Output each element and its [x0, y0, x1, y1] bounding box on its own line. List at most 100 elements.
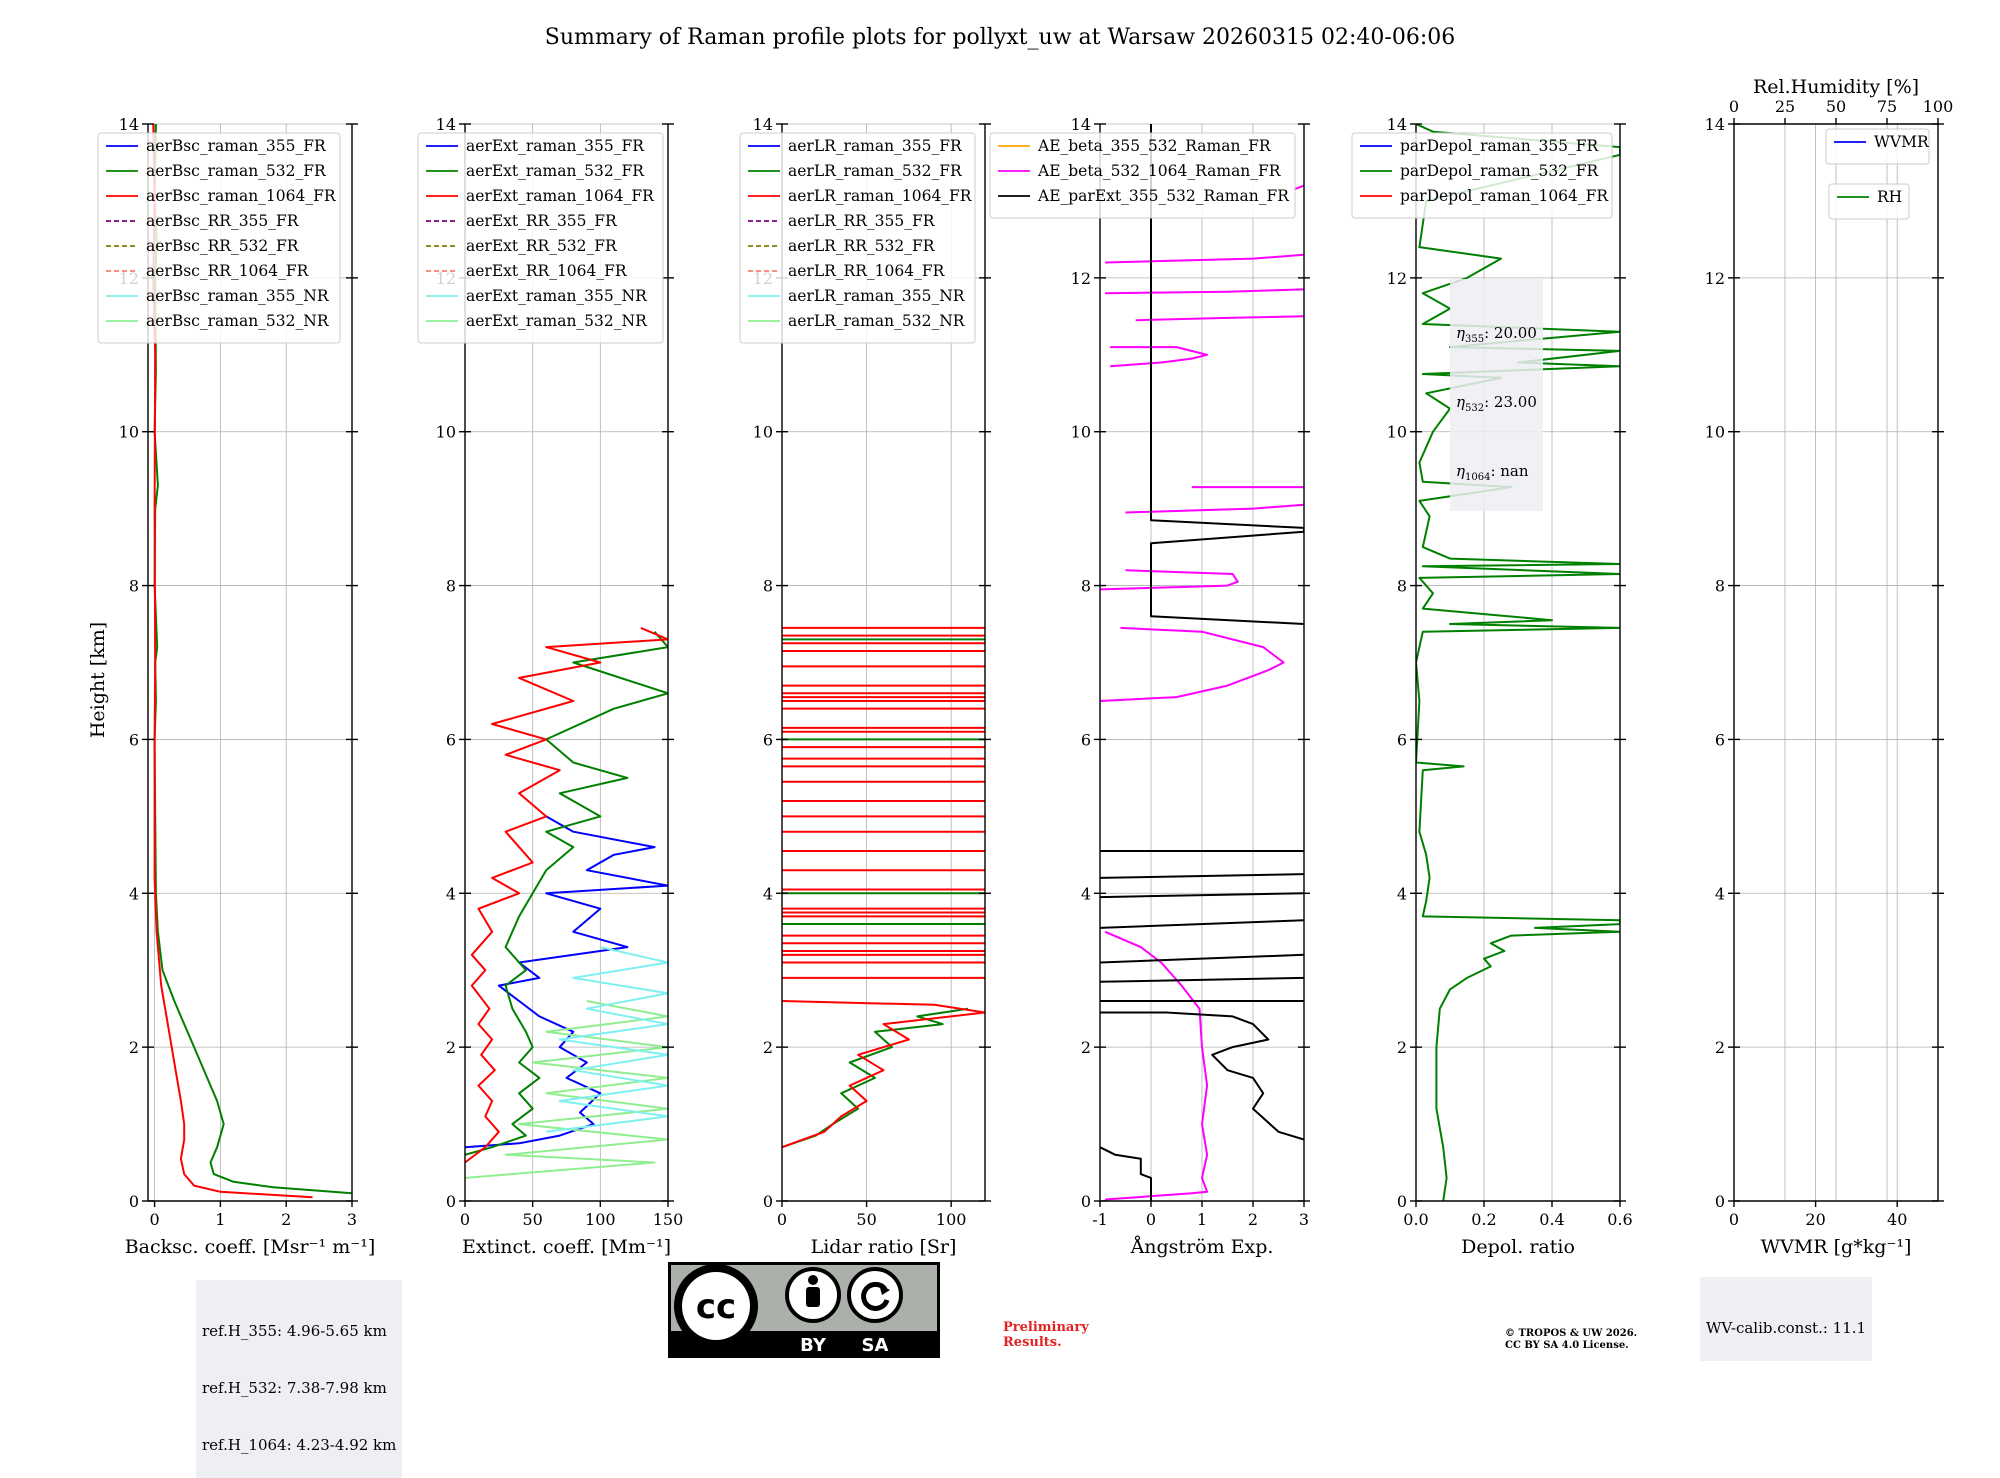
- ytick-label: 0: [1715, 1192, 1725, 1211]
- legend-label: RH: [1877, 188, 1902, 206]
- ytick-label: 6: [763, 730, 773, 749]
- legend-wvmr-frame: [1825, 128, 1930, 165]
- ref-heights-box: ref.H_355: 4.96-5.65 km ref.H_532: 7.38-…: [196, 1280, 403, 1478]
- legend-label: AE_beta_355_532_Raman_FR: [1037, 137, 1272, 155]
- legend-depol-frame: [1351, 132, 1613, 219]
- ytick-label: 0: [129, 1192, 139, 1211]
- legend-label: aerBsc_raman_532_NR: [146, 312, 330, 330]
- eta-355: η355: 20.00: [1456, 324, 1537, 345]
- legend-bsc-frame: [97, 132, 341, 344]
- ytick-label: 4: [446, 884, 456, 903]
- xtick-label: 2: [281, 1210, 291, 1229]
- legend-label: AE_parExt_355_532_Raman_FR: [1037, 187, 1290, 205]
- series-AE_beta_532_1064_Raman_FR_f: [1110, 346, 1209, 368]
- sa-arrow: [879, 1284, 890, 1295]
- ytick-label: 0: [1081, 1192, 1091, 1211]
- xtick-top-label: 0: [1729, 97, 1739, 116]
- copyright-note: © TROPOS & UW 2026. CC BY SA 4.0 License…: [1505, 1328, 1638, 1351]
- legend-label: aerExt_RR_1064_FR: [466, 262, 628, 280]
- sa-arc: [861, 1281, 890, 1311]
- cc-text: cc: [696, 1287, 736, 1327]
- series-AE_parExt_355_532_Raman_FR_b: [1100, 1011, 1304, 1141]
- ytick-label: 2: [446, 1038, 456, 1057]
- data-bsc: [152, 124, 352, 1199]
- xtick-top-label: 75: [1877, 97, 1897, 116]
- by-text: BY: [800, 1335, 827, 1356]
- legend-label: aerLR_RR_355_FR: [788, 212, 936, 230]
- legend-lr: aerLR_raman_355_FR aerLR_raman_532_FR aerL…: [739, 132, 976, 344]
- xlabel-bsc: Backsc. coeff. [Msr⁻¹ m⁻¹]: [125, 1236, 376, 1258]
- ytick-label: 12: [1705, 269, 1725, 288]
- ytick-label: 10: [1705, 423, 1725, 442]
- y-axis-label: Height [km]: [87, 622, 109, 738]
- legend-ae: AE_beta_355_532_Raman_FR AE_beta_532_1064…: [989, 132, 1296, 219]
- wv-calib-box: WV-calib.const.: 11.1: [1700, 1277, 1873, 1361]
- ytick-label: 6: [1081, 730, 1091, 749]
- ref-height-532: ref.H_532: 7.38-7.98 km: [202, 1379, 387, 1397]
- panels: 024681012140123Backsc. coeff. [Msr⁻¹ m⁻¹…: [97, 76, 1953, 1258]
- series-aerBsc_raman_1064_FR: [152, 124, 313, 1199]
- legend-rh-frame: [1828, 183, 1910, 220]
- ytick-label: 0: [446, 1192, 456, 1211]
- ytick-label: 0: [763, 1192, 773, 1211]
- legend-label: aerLR_raman_355_NR: [788, 287, 966, 305]
- series-AE_parExt_355_532_Raman_FR_j: [1150, 124, 1304, 625]
- legend-label: aerExt_raman_532_NR: [466, 312, 648, 330]
- legend-lr-frame: [739, 132, 976, 344]
- ytick-label: 14: [753, 115, 773, 134]
- series-parDepol_raman_532_FR: [1416, 124, 1620, 1201]
- cc-by-sa-badge: cc BY SA: [668, 1262, 940, 1358]
- xtick-label: 2: [1248, 1210, 1258, 1229]
- series-aerExt_raman_1064_FR: [465, 626, 668, 1164]
- legend-label: aerBsc_raman_355_FR: [146, 137, 327, 155]
- series-AE_parExt_355_532_Raman_FR_h: [1100, 873, 1304, 879]
- ytick-label: 2: [763, 1038, 773, 1057]
- legend-label: aerExt_RR_355_FR: [466, 212, 618, 230]
- xtick-label: 0.4: [1539, 1210, 1564, 1229]
- data-ae: [1100, 124, 1304, 1201]
- series-AE_parExt_355_532_Raman_FR: [1100, 1146, 1152, 1201]
- series-AE_beta_532_1064_Raman_FR_g: [1135, 315, 1304, 322]
- ytick-label: 8: [129, 577, 139, 596]
- ytick-label: 6: [129, 730, 139, 749]
- legend-label: aerLR_RR_1064_FR: [788, 262, 946, 280]
- ytick-label: 10: [1387, 423, 1407, 442]
- xtick-label: 0: [460, 1210, 470, 1229]
- xtick-label: 0: [1146, 1210, 1156, 1229]
- xtick-label: -1: [1092, 1210, 1108, 1229]
- legend-label: parDepol_raman_355_FR: [1400, 137, 1600, 155]
- legend-label: aerBsc_RR_532_FR: [146, 237, 300, 255]
- legend-rh: RH: [1828, 183, 1910, 220]
- ref-height-1064: ref.H_1064: 4.23-4.92 km: [202, 1436, 397, 1454]
- ytick-label: 2: [1081, 1038, 1091, 1057]
- panel-ext: 02468101214050100150Extinct. coeff. [Mm⁻…: [417, 115, 683, 1258]
- ytick-label: 14: [1705, 115, 1725, 134]
- xtick-label: 0.6: [1607, 1210, 1632, 1229]
- legend-ext: aerExt_raman_355_FR aerExt_raman_532_FRae…: [417, 132, 664, 344]
- legend-label: aerBsc_RR_355_FR: [146, 212, 300, 230]
- xtick-top-label: 50: [1826, 97, 1846, 116]
- xtick-label: 0: [149, 1210, 159, 1229]
- xlabel-ext: Extinct. coeff. [Mm⁻¹]: [462, 1236, 671, 1258]
- xlabel-ae: Ångström Exp.: [1130, 1236, 1274, 1258]
- xtick-label: 0.2: [1471, 1210, 1496, 1229]
- ytick-label: 8: [763, 577, 773, 596]
- ytick-label: 4: [129, 884, 139, 903]
- ytick-label: 2: [129, 1038, 139, 1057]
- legend-label: WVMR: [1874, 133, 1930, 151]
- series-aerLR_raman_1064_FR: [782, 1000, 985, 1149]
- by-head: [808, 1275, 818, 1285]
- legend-label: aerLR_raman_1064_FR: [788, 187, 973, 205]
- series-AE_beta_532_1064_Raman_FR: [1104, 930, 1209, 1201]
- panel-depol: 0 2 4 6 8 10 12 14 0.0 0.2 0.4 0.6 Depol. ratio parDe…: [1351, 115, 1633, 1258]
- legend-label: aerExt_raman_355_FR: [466, 137, 645, 155]
- xtick-label: 0: [1729, 1210, 1739, 1229]
- series-AE_parExt_355_532_Raman_FR_g: [1100, 892, 1304, 899]
- legend-label: aerLR_RR_532_FR: [788, 237, 936, 255]
- ytick-label: 10: [119, 423, 139, 442]
- depol-eta-box: η355: 20.00 η532: 23.00 η1064: nan: [1450, 279, 1543, 511]
- xtick-label: 20: [1805, 1210, 1825, 1229]
- ytick-label: 14: [436, 115, 456, 134]
- xlabel-wv: WVMR [g*kg⁻¹]: [1761, 1236, 1912, 1258]
- series-AE_beta_532_1064_Raman_FR_b: [1100, 626, 1285, 702]
